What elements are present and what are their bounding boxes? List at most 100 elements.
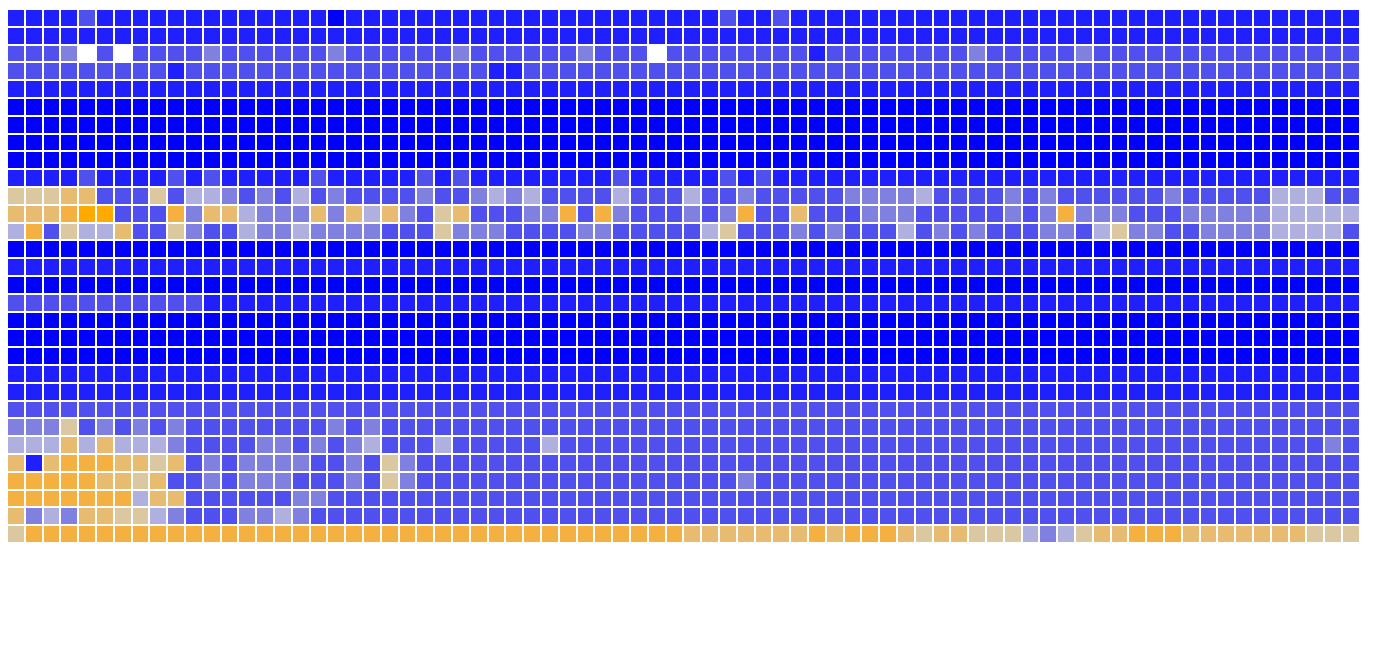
heatmap-cell	[1058, 313, 1074, 328]
heatmap-cell	[880, 152, 896, 168]
heatmap-cell	[1254, 63, 1270, 79]
heatmap-cell	[827, 313, 843, 328]
heatmap-cell	[1005, 241, 1021, 257]
heatmap-cell	[1165, 491, 1181, 506]
heatmap-cell	[684, 188, 700, 204]
heatmap-cell	[1005, 419, 1021, 435]
heatmap-cell	[578, 295, 593, 311]
heatmap-cell	[1129, 46, 1145, 61]
heatmap-cell	[827, 508, 843, 524]
heatmap-cell	[346, 188, 362, 204]
heatmap-cell	[61, 277, 77, 293]
heatmap-cell	[969, 188, 985, 204]
heatmap-cell	[1058, 224, 1074, 239]
heatmap-cell	[845, 295, 860, 311]
heatmap-cell	[400, 526, 415, 542]
heatmap-cell	[115, 46, 131, 61]
heatmap-cell	[720, 259, 736, 275]
heatmap-cell	[1076, 224, 1092, 239]
heatmap-cell	[702, 241, 718, 257]
heatmap-cell	[524, 526, 540, 542]
heatmap-cell	[524, 402, 540, 417]
heatmap-cell	[613, 46, 629, 61]
heatmap-cell	[150, 188, 166, 204]
heatmap-cell	[239, 384, 255, 400]
heatmap-cell	[453, 117, 469, 133]
heatmap-cell	[328, 28, 344, 44]
heatmap-cell	[720, 473, 736, 489]
heatmap-cell	[26, 81, 42, 97]
heatmap-cell	[1076, 348, 1092, 364]
heatmap-cell	[862, 224, 878, 239]
heatmap-cell	[613, 295, 629, 311]
heatmap-cell	[969, 491, 985, 506]
heatmap-cell	[809, 224, 825, 239]
heatmap-cell	[115, 63, 131, 79]
heatmap-cell	[311, 348, 326, 364]
heatmap-cell	[1129, 330, 1145, 346]
heatmap-cell	[845, 10, 860, 26]
heatmap-cell	[1254, 224, 1270, 239]
heatmap-cell	[1218, 419, 1234, 435]
heatmap-cell	[951, 491, 967, 506]
heatmap-cell	[1290, 10, 1305, 26]
heatmap-cell	[1236, 366, 1252, 382]
heatmap-cell	[880, 28, 896, 44]
heatmap-cell	[1272, 170, 1288, 186]
heatmap-cell	[1290, 206, 1305, 222]
heatmap-cell	[613, 330, 629, 346]
heatmap-cell	[1307, 99, 1323, 115]
heatmap-cell	[1040, 117, 1056, 133]
heatmap-cell	[453, 437, 469, 453]
heatmap-cell	[898, 455, 914, 471]
heatmap-cell	[382, 526, 398, 542]
heatmap-cell	[382, 10, 398, 26]
heatmap-cell	[1201, 46, 1216, 61]
heatmap-cell	[1040, 508, 1056, 524]
heatmap-cell	[1040, 277, 1056, 293]
heatmap-cell	[1236, 419, 1252, 435]
heatmap-cell	[1201, 491, 1216, 506]
heatmap-cell	[1325, 206, 1341, 222]
heatmap-cell	[1343, 152, 1359, 168]
heatmap-cell	[1094, 330, 1110, 346]
heatmap-cell	[702, 313, 718, 328]
heatmap-cell	[26, 99, 42, 115]
heatmap-cell	[346, 170, 362, 186]
heatmap-cell	[951, 366, 967, 382]
heatmap-cell	[453, 348, 469, 364]
heatmap-cell	[346, 259, 362, 275]
heatmap-cell	[809, 455, 825, 471]
heatmap-cell	[631, 206, 647, 222]
heatmap-cell	[1112, 348, 1127, 364]
heatmap-cell	[969, 348, 985, 364]
heatmap-cell	[97, 152, 113, 168]
heatmap-cell	[239, 508, 255, 524]
heatmap-cell	[489, 526, 504, 542]
heatmap-cell	[186, 473, 202, 489]
heatmap-cell	[222, 81, 237, 97]
heatmap-cell	[115, 28, 131, 44]
heatmap-cell	[684, 152, 700, 168]
heatmap-cell	[168, 313, 184, 328]
heatmap-cell	[1183, 348, 1199, 364]
heatmap-cell	[631, 508, 647, 524]
heatmap-cell	[239, 224, 255, 239]
heatmap-cell	[1040, 295, 1056, 311]
heatmap-cell	[471, 526, 487, 542]
heatmap-cell	[667, 117, 682, 133]
heatmap-cell	[471, 508, 487, 524]
heatmap-cell	[8, 437, 24, 453]
heatmap-cell	[1183, 313, 1199, 328]
heatmap-cell	[738, 135, 754, 150]
heatmap-cell	[1236, 152, 1252, 168]
heatmap-cell	[1218, 348, 1234, 364]
heatmap-cell	[435, 170, 451, 186]
heatmap-cell	[773, 491, 789, 506]
heatmap-cell	[435, 152, 451, 168]
heatmap-cell	[791, 28, 807, 44]
heatmap-cell	[898, 117, 914, 133]
heatmap-cell	[916, 348, 932, 364]
heatmap-cell	[61, 402, 77, 417]
heatmap-cell	[61, 81, 77, 97]
